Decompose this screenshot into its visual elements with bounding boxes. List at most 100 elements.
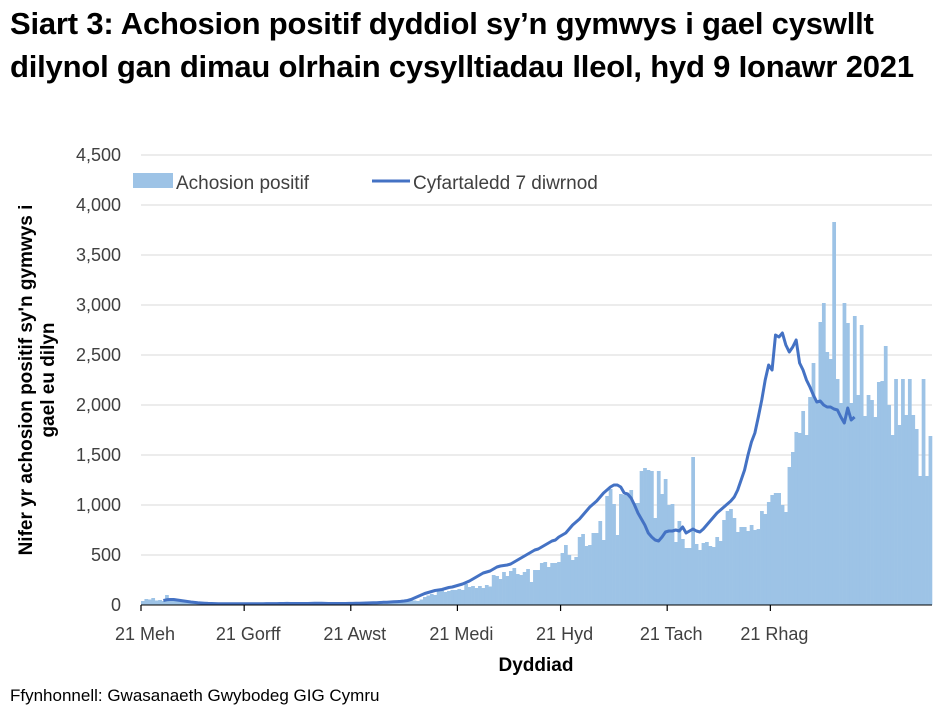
- bar: [911, 415, 916, 605]
- bar: [147, 599, 152, 605]
- bar: [433, 595, 438, 605]
- y-tick-label: 1,500: [76, 445, 121, 465]
- y-tick-label: 3,000: [76, 295, 121, 315]
- bar: [564, 545, 568, 605]
- bar: [890, 435, 895, 605]
- bar: [863, 416, 867, 605]
- bar: [443, 592, 448, 605]
- bar: [680, 539, 685, 605]
- bar: [735, 532, 740, 605]
- bar: [760, 511, 764, 605]
- bar: [495, 576, 499, 605]
- bar: [694, 544, 699, 605]
- gridlines: [141, 154, 932, 556]
- bar: [178, 601, 183, 605]
- bar: [560, 553, 565, 605]
- bar: [718, 541, 723, 605]
- bar: [405, 601, 410, 605]
- bar: [584, 546, 589, 605]
- x-tick-label: 21 Rhag: [740, 624, 808, 644]
- y-tick-label: 4,000: [76, 195, 121, 215]
- bar: [653, 518, 658, 605]
- bar: [512, 568, 517, 605]
- bar: [543, 562, 548, 605]
- bar: [794, 432, 799, 605]
- bar: [928, 436, 933, 605]
- bar: [557, 562, 561, 605]
- bar: [677, 521, 682, 605]
- bar: [522, 572, 527, 605]
- bar: [763, 514, 768, 605]
- bar: [460, 590, 465, 605]
- bar: [770, 495, 775, 605]
- bar: [643, 468, 647, 605]
- bar: [766, 502, 771, 605]
- bar: [392, 602, 396, 605]
- bar: [832, 222, 837, 605]
- bar: [412, 600, 417, 605]
- bar: [639, 471, 644, 605]
- bar: [701, 543, 706, 605]
- bar: [488, 586, 493, 605]
- bar: [591, 533, 596, 605]
- legend-label-line: Cyfartaledd 7 diwrnod: [413, 173, 598, 194]
- bar: [849, 403, 854, 605]
- bar: [773, 493, 778, 605]
- bar: [656, 471, 661, 605]
- bar: [515, 574, 520, 605]
- bar: [550, 563, 554, 605]
- bar: [440, 590, 444, 605]
- bar: [175, 601, 180, 605]
- bar: [846, 323, 850, 605]
- bar: [646, 470, 651, 605]
- bar: [567, 555, 572, 605]
- bar: [471, 586, 475, 605]
- y-axis-title-line1: Nifer yr achosion positif sy'n gymwys i: [16, 205, 37, 556]
- bar: [605, 496, 610, 605]
- bar: [756, 529, 761, 605]
- x-tick-label: 21 Meh: [115, 624, 175, 644]
- bar: [856, 395, 861, 605]
- legend-swatch-bars: [133, 173, 173, 188]
- bar: [423, 597, 427, 605]
- bar: [698, 550, 702, 605]
- bar: [402, 601, 407, 605]
- bar: [873, 417, 878, 605]
- bar: [780, 505, 785, 605]
- bar: [426, 595, 431, 605]
- bar: [464, 584, 469, 605]
- bar: [436, 591, 441, 605]
- bar: [894, 379, 898, 605]
- bar: [505, 576, 510, 605]
- bar: [821, 303, 826, 605]
- bar: [629, 490, 634, 605]
- bar: [395, 602, 400, 605]
- bar: [171, 600, 176, 605]
- x-tick-label: 21 Gorff: [216, 624, 282, 644]
- bar: [808, 397, 812, 605]
- bar: [691, 457, 695, 605]
- bar: [154, 600, 159, 605]
- bar: [674, 542, 678, 605]
- bar: [901, 379, 905, 605]
- bar: [158, 600, 162, 605]
- bar: [777, 493, 781, 605]
- bar: [880, 381, 885, 605]
- bar: [533, 570, 537, 605]
- bar: [601, 540, 606, 605]
- bar: [192, 603, 197, 605]
- bar: [419, 599, 424, 605]
- y-tick-label: 1,000: [76, 495, 121, 515]
- bar: [182, 602, 187, 605]
- bar: [925, 476, 929, 605]
- bar: [667, 505, 671, 605]
- bar: [619, 494, 623, 605]
- bar: [859, 325, 864, 605]
- y-tick-label: 3,500: [76, 245, 121, 265]
- bar: [581, 534, 585, 605]
- bar: [151, 598, 156, 605]
- bar: [474, 588, 479, 605]
- line-series-7-day-average: [163, 331, 856, 606]
- bar: [636, 503, 640, 605]
